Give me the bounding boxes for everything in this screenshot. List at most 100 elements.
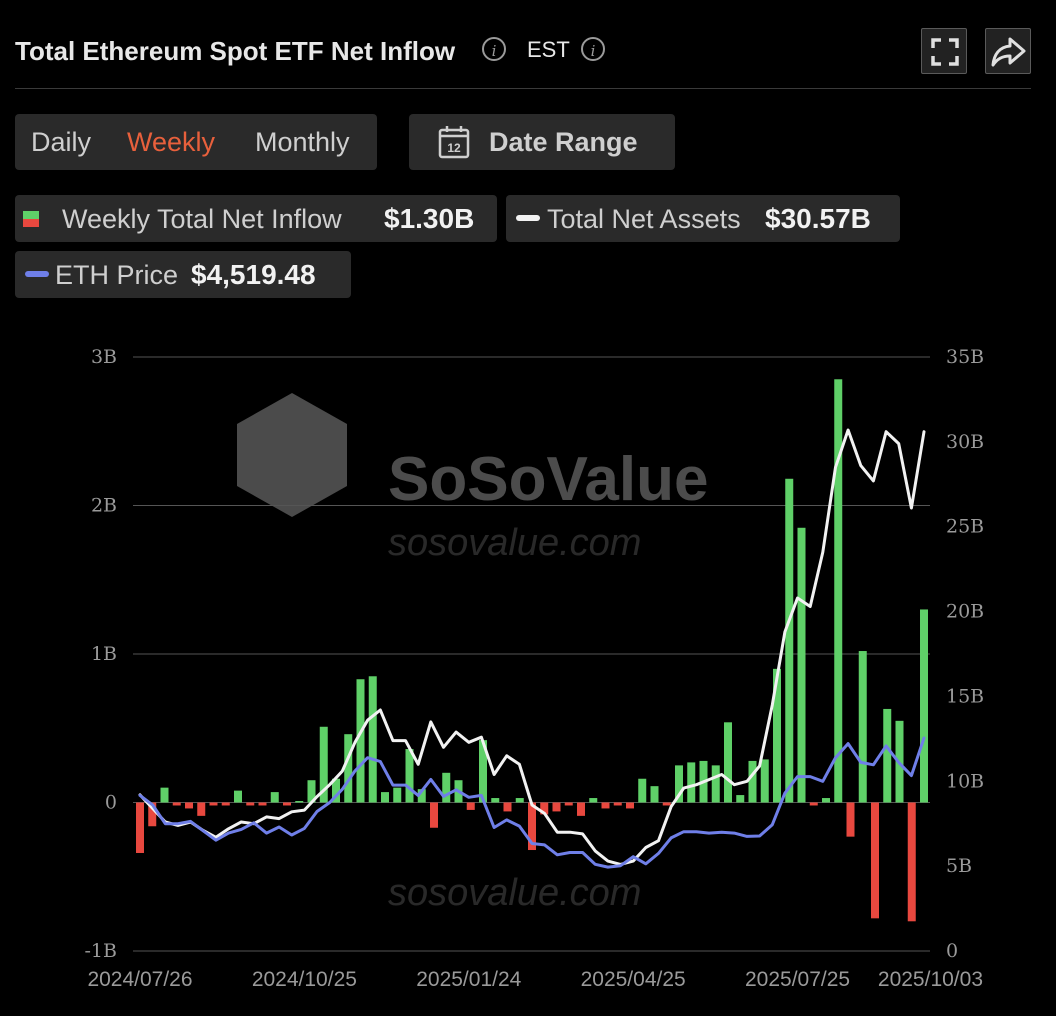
date-range-label: Date Range — [489, 127, 638, 157]
inflow-bar — [858, 651, 867, 803]
watermark-logo: SoSoValue sosovalue.com — [237, 393, 708, 564]
inflow-bar — [172, 802, 181, 806]
x-tick-label: 2025/10/03 — [878, 968, 983, 991]
y-left-tick: 0 — [105, 792, 117, 814]
y-right-tick: 0 — [946, 940, 958, 962]
inflow-bar — [246, 802, 255, 806]
period-selector: Daily Weekly Monthly — [15, 114, 377, 170]
header-divider — [15, 88, 1031, 89]
y-right-tick: 20B — [946, 601, 984, 623]
date-range-button[interactable]: 12 Date Range — [409, 114, 675, 170]
inflow-bar — [234, 790, 242, 803]
legend-inflow-label: Weekly Total Net Inflow — [62, 204, 342, 234]
x-tick-label: 2025/07/25 — [745, 968, 850, 991]
watermark-brand: SoSoValue — [388, 445, 708, 514]
x-tick-label: 2025/01/24 — [416, 968, 521, 991]
legend-assets-value: $30.57B — [765, 203, 871, 234]
legend-price-value: $4,519.48 — [191, 259, 316, 290]
inflow-bar — [601, 802, 610, 809]
inflow-bar — [724, 722, 732, 803]
inflow-bar — [283, 802, 291, 806]
inflow-bar — [479, 740, 487, 803]
inflow-bar — [613, 802, 622, 806]
inflow-bar — [883, 708, 892, 803]
inflow-bar — [319, 726, 328, 803]
inflow-bar — [344, 734, 353, 803]
period-daily[interactable]: Daily — [31, 127, 92, 157]
total-net-assets-line — [138, 428, 926, 866]
timezone-label: EST — [527, 37, 570, 62]
y-right-tick: 15B — [946, 685, 984, 707]
inflow-bar — [785, 478, 794, 803]
inflow-bar — [417, 789, 426, 803]
y-right-tick: 30B — [946, 431, 984, 453]
watermark-hex-icon — [237, 393, 347, 517]
legend-inflow[interactable]: Weekly Total Net Inflow $1.30B — [15, 195, 497, 242]
info-icon[interactable]: i — [482, 37, 506, 61]
page-title: Total Ethereum Spot ETF Net Inflow — [15, 36, 456, 66]
legend-assets[interactable]: Total Net Assets $30.57B — [506, 195, 900, 242]
inflow-bar — [846, 802, 855, 837]
inflow-bar — [589, 798, 598, 803]
inflow-bar — [540, 802, 549, 815]
inflow-bar — [368, 676, 377, 803]
legend-assets-label: Total Net Assets — [547, 204, 741, 234]
inflow-bar — [907, 802, 916, 922]
inflow-bar — [577, 802, 585, 816]
y-right-tick: 35B — [946, 346, 984, 368]
inflow-bar — [270, 792, 279, 803]
inflow-bar — [160, 787, 169, 803]
fullscreen-button[interactable] — [921, 28, 967, 74]
inflow-bar — [295, 801, 304, 803]
axes: 3B 2B 1B 0 -1B 35B 30B 25B 20B 15B 10B 5B 0 2024/07/2… — [85, 346, 985, 991]
inflow-bar — [760, 759, 769, 803]
inflow-bar — [528, 802, 536, 851]
inflow-bar — [564, 802, 573, 806]
share-button[interactable] — [985, 28, 1031, 74]
inflow-bar — [687, 762, 696, 803]
inflow-bar — [393, 787, 402, 803]
calendar-icon: 12 — [438, 126, 470, 159]
x-tick-label: 2025/04/25 — [581, 968, 686, 991]
period-weekly[interactable]: Weekly — [127, 127, 216, 157]
inflow-bar — [503, 802, 512, 812]
inflow-bar — [834, 379, 843, 803]
watermark-url: sosovalue.com — [388, 522, 641, 564]
inflow-bar — [148, 802, 157, 827]
inflow-bar — [136, 802, 144, 853]
y-left-tick: 3B — [91, 346, 117, 368]
price-swatch-icon — [25, 271, 49, 277]
watermark-logo: SoSoValue sosovalue.com — [237, 393, 708, 914]
inflow-bar — [662, 802, 671, 806]
inflow-bar — [197, 802, 206, 816]
assets-swatch-icon — [516, 215, 540, 221]
inflow-bar — [711, 765, 720, 803]
lines — [138, 428, 926, 869]
inflow-bar — [515, 798, 524, 803]
inflow-bar — [454, 780, 463, 803]
inflow-bar — [736, 795, 745, 803]
inflow-bar — [797, 527, 806, 803]
inflow-bar — [405, 749, 414, 803]
period-monthly[interactable]: Monthly — [255, 127, 350, 157]
y-right-tick: 25B — [946, 516, 984, 538]
y-right-tick: 10B — [946, 770, 984, 792]
inflow-bar — [356, 679, 365, 803]
y-left-tick: -1B — [85, 940, 117, 962]
timezone-info-icon[interactable]: i — [581, 37, 605, 61]
inflow-bar — [258, 802, 267, 806]
inflow-bar — [626, 802, 634, 809]
inflow-bar — [773, 668, 781, 803]
legend-price[interactable]: ETH Price $4,519.48 — [15, 251, 351, 298]
inflow-bar — [430, 802, 438, 828]
inflow-bar — [442, 772, 451, 803]
inflow-bar — [332, 778, 340, 803]
grid — [133, 356, 930, 952]
inflow-bar — [650, 786, 659, 803]
inflow-bar — [221, 802, 230, 806]
calendar-day: 12 — [447, 141, 461, 155]
eth-price-line — [138, 736, 926, 869]
inflow-swatch-icon — [23, 211, 39, 227]
watermark-brand: SoSoValue — [388, 445, 708, 514]
inflow-bars — [136, 379, 928, 922]
